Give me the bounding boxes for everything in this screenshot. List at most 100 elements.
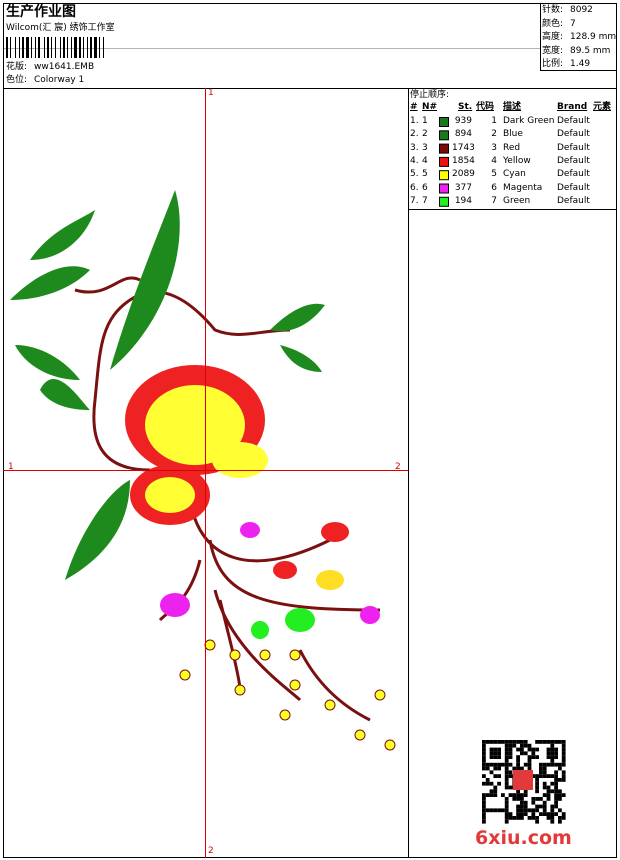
axis-marker: 1 [208, 88, 214, 98]
qr-cell [520, 740, 524, 744]
axis-marker: 2 [208, 846, 214, 856]
qr-cell [489, 751, 494, 756]
qr-cell [554, 774, 558, 778]
qr-cell [558, 789, 562, 794]
qr-cell [527, 816, 532, 820]
qr-cell [497, 762, 501, 767]
qr-cell [482, 774, 486, 778]
qr-cell [512, 743, 517, 748]
qr-cell [504, 751, 509, 756]
barcode-bar [6, 37, 8, 58]
qr-cell [531, 774, 536, 778]
row-needle: 7 [422, 195, 428, 206]
qr-cell [523, 808, 528, 813]
qr-cell [485, 808, 490, 813]
qr-cell [523, 804, 528, 809]
qr-cell [512, 816, 517, 820]
qr-cell [523, 793, 528, 797]
qr-cell [535, 778, 539, 782]
stat-label: 宽度: [542, 45, 564, 56]
stat-value: 8092 [570, 5, 593, 15]
qr-cell [550, 789, 555, 794]
qr-cell [550, 781, 555, 786]
qr-cell [550, 808, 555, 813]
qr-cell [482, 819, 486, 824]
qr-cell [531, 755, 536, 759]
qr-cell [516, 759, 520, 763]
qr-cell [504, 797, 509, 801]
qr-cell [489, 770, 494, 775]
qr-cell [558, 797, 562, 801]
row-code: 3 [491, 142, 497, 153]
qr-cell [558, 762, 562, 767]
qr-cell [504, 747, 509, 752]
qr-cell [546, 797, 551, 801]
design-label: 花版: [6, 62, 28, 72]
qr-cell [504, 740, 509, 744]
qr-cell [554, 797, 558, 801]
qr-cell [493, 762, 498, 767]
qr-cell [531, 808, 536, 813]
axis-marker: 1 [8, 462, 14, 472]
qr-cell [558, 778, 562, 782]
column-header: N# [422, 102, 438, 112]
qr-cell [542, 804, 547, 809]
qr-cell [523, 743, 528, 748]
qr-cell [504, 819, 509, 824]
qr-cell [542, 812, 547, 816]
qr-cell [550, 743, 555, 748]
qr-cell [504, 808, 509, 813]
barcode-bar [79, 37, 81, 58]
qr-cell [485, 762, 490, 767]
qr-cell [527, 759, 532, 763]
qr-cell [535, 816, 539, 820]
qr-cell [485, 766, 490, 771]
qr-cell [535, 781, 539, 786]
qr-cell [497, 781, 501, 786]
qr-cell [485, 740, 490, 744]
qr-cell [554, 812, 558, 816]
sequence-title: 停止顺序: [410, 90, 450, 100]
qr-cell [546, 785, 551, 790]
row-index: 6. [410, 182, 419, 193]
qr-cell [558, 819, 562, 824]
qr-cell [554, 785, 558, 790]
stat-value: 7 [570, 18, 576, 29]
qr-cell [520, 793, 524, 797]
qr-cell [554, 781, 558, 786]
row-description: Yellow [503, 155, 531, 166]
qr-cell [546, 762, 551, 767]
qr-cell [542, 770, 547, 775]
qr-cell [546, 812, 551, 816]
barcode-bar [51, 37, 52, 58]
colorway: Colorway 1 [34, 75, 85, 85]
color-swatch [439, 156, 449, 167]
row-index: 4. [410, 155, 419, 166]
qr-cell [554, 751, 558, 756]
qr-cell [542, 781, 547, 786]
barcode-bar [15, 37, 16, 58]
qr-cell [516, 789, 520, 794]
qr-cell [561, 747, 566, 752]
column-header: 描述 [503, 102, 522, 112]
row-description: Dark Green [503, 116, 555, 126]
qr-cell [493, 755, 498, 759]
row-description: Blue [503, 129, 523, 140]
row-index: 7. [410, 195, 419, 206]
color-swatch [439, 143, 449, 154]
qr-cell [523, 740, 528, 744]
qr-cell [561, 743, 566, 748]
qr-cell [546, 816, 551, 820]
qr-cell [554, 747, 558, 752]
qr-cell [508, 816, 513, 820]
qr-cell [504, 774, 509, 778]
row-stitches: 377 [454, 182, 472, 193]
row-description: Magenta [503, 182, 543, 193]
qr-cell [508, 785, 513, 790]
qr-cell [539, 766, 543, 771]
design-file: ww1641.EMB [34, 62, 95, 72]
qr-cell [558, 793, 562, 797]
qr-cell [516, 808, 520, 813]
column-header: Brand [557, 102, 588, 112]
